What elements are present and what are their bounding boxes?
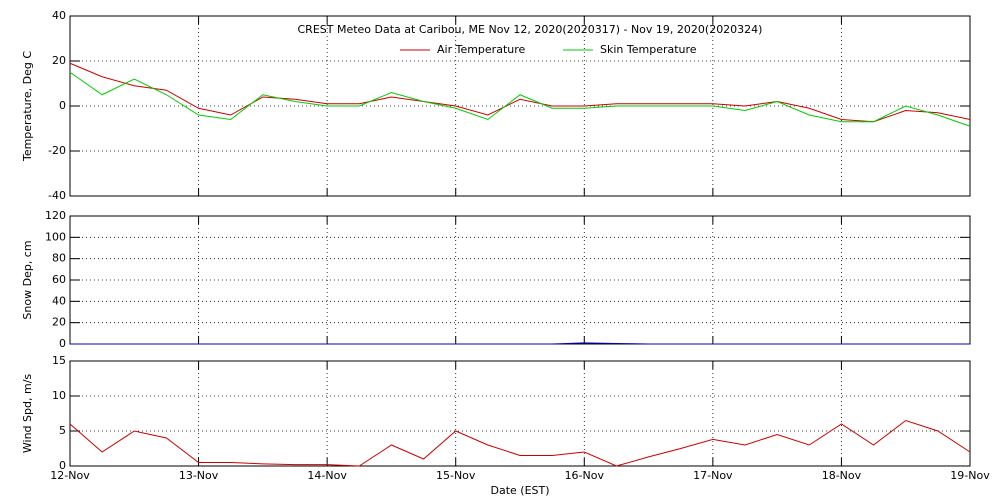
y-tick-label: 15 — [52, 354, 66, 367]
x-tick-label: 13-Nov — [179, 469, 219, 482]
x-tick-label: 17-Nov — [693, 469, 733, 482]
x-tick-label: 18-Nov — [822, 469, 862, 482]
y-tick-label: -20 — [48, 144, 66, 157]
y-axis-label: Wind Spd, m/s — [21, 374, 34, 454]
y-tick-label: 20 — [52, 316, 66, 329]
y-tick-label: 40 — [52, 9, 66, 22]
x-axis-label: Date (EST) — [490, 484, 549, 497]
chart-title: CREST Meteo Data at Caribou, ME Nov 12, … — [298, 23, 763, 36]
y-axis-label: Temperature, Deg C — [21, 51, 34, 162]
y-tick-label: 20 — [52, 54, 66, 67]
plot-frame — [69, 360, 971, 467]
legend-label: Skin Temperature — [600, 43, 697, 56]
x-tick-label: 15-Nov — [436, 469, 476, 482]
y-tick-label: 5 — [59, 424, 66, 437]
y-axis-label: Snow Dep, cm — [21, 240, 34, 319]
y-tick-label: 0 — [59, 459, 66, 472]
data-line — [69, 62, 971, 123]
data-line — [70, 342, 970, 345]
x-tick-label: 12-Nov — [50, 469, 90, 482]
y-tick-label: 10 — [52, 389, 66, 402]
legend-label: Air Temperature — [437, 43, 526, 56]
y-tick-label: 40 — [52, 294, 66, 307]
y-tick-label: 80 — [52, 252, 66, 265]
data-line — [69, 419, 971, 467]
y-tick-label: 0 — [59, 337, 66, 350]
y-tick-label: 60 — [52, 273, 66, 286]
y-tick-label: 0 — [59, 99, 66, 112]
data-line — [69, 71, 971, 127]
x-tick-label: 14-Nov — [307, 469, 347, 482]
x-tick-label: 19-Nov — [950, 469, 990, 482]
x-tick-label: 16-Nov — [565, 469, 605, 482]
y-tick-label: 120 — [45, 209, 66, 222]
y-tick-label: 100 — [45, 230, 66, 243]
y-tick-label: -40 — [48, 189, 66, 202]
